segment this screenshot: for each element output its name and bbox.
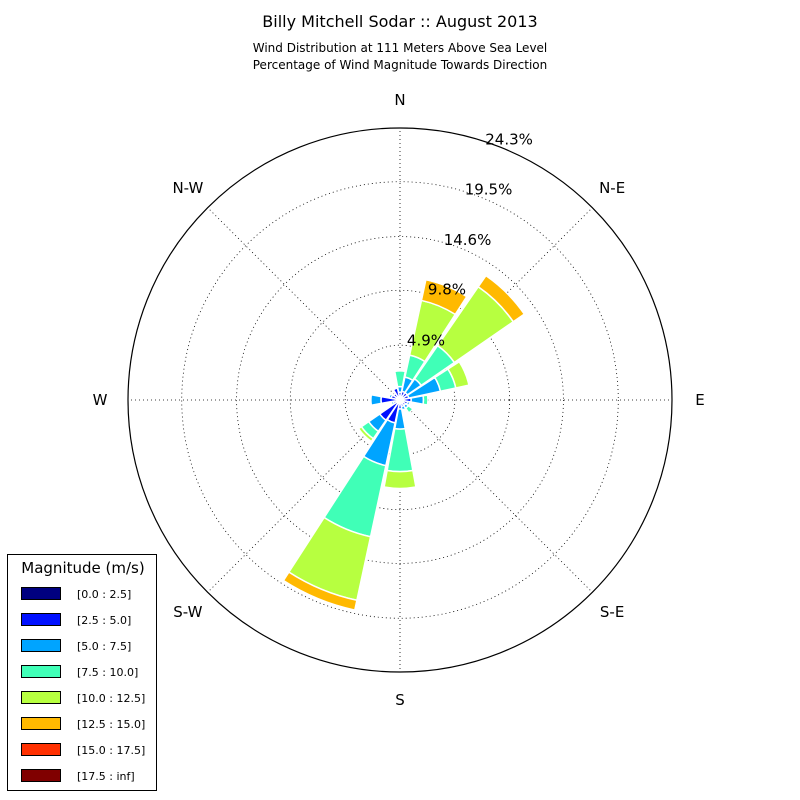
legend-swatch: [21, 743, 61, 756]
legend-swatch: [21, 639, 61, 652]
radial-grid-circle: [236, 236, 564, 564]
legend-swatch: [21, 769, 61, 782]
angular-grid-line: [207, 399, 401, 593]
wind-bar-segment: [393, 370, 407, 388]
legend-label: [7.5 : 10.0]: [77, 666, 139, 679]
chart-subtitle-line-1: Wind Distribution at 111 Meters Above Se…: [252, 41, 548, 55]
legend-title: Magnitude (m/s): [21, 559, 145, 577]
polar-frame: [127, 127, 673, 673]
radial-grid-circle: [289, 289, 511, 511]
wind-bar-segment: [477, 274, 526, 323]
polar-labels: 4.9% 9.8% 14.6% 19.5% 24.3% N N-E E S-E S S-W W N-W: [93, 91, 705, 709]
direction-label: S-E: [600, 603, 624, 621]
direction-label: N-E: [599, 179, 625, 197]
wind-bar-segment: [357, 425, 375, 443]
direction-label: N-W: [172, 179, 203, 197]
radial-grid-circle: [181, 181, 619, 619]
wind-bar-segment: [388, 392, 394, 400]
legend-label: [5.0 : 7.5]: [77, 640, 132, 653]
direction-label: S-W: [173, 603, 202, 621]
legend-label: [0.0 : 2.5]: [77, 588, 132, 601]
legend-label: [12.5 : 15.0]: [77, 718, 146, 731]
legend-swatch: [21, 613, 61, 626]
radial-grid-circle: [344, 344, 456, 456]
wind-bar-segment: [446, 360, 470, 389]
direction-label: S: [395, 691, 405, 709]
direction-label: W: [93, 391, 108, 409]
direction-label: E: [695, 391, 704, 409]
wind-bar-segment: [425, 277, 469, 298]
wind-bar-segment: [422, 394, 429, 406]
wind-bar-segment: [404, 404, 414, 414]
wind-bars: [282, 274, 526, 611]
radial-tick-label: 4.9%: [407, 331, 445, 349]
legend-label: [10.0 : 12.5]: [77, 692, 146, 705]
legend-swatch: [21, 587, 61, 600]
wind-bar-segment: [282, 571, 358, 611]
chart-subtitle-line-2: Percentage of Wind Magnitude Towards Dir…: [252, 58, 548, 72]
direction-label: N: [394, 91, 405, 109]
legend: Magnitude (m/s) [0.0 : 2.5] [2.5 : 5.0] [5…: [7, 554, 157, 791]
legend-swatch: [21, 691, 61, 704]
radial-tick-label: 24.3%: [485, 131, 533, 149]
radial-tick-label: 9.8%: [428, 281, 466, 299]
wind-bar-segment: [370, 393, 383, 407]
wind-bar-segment: [391, 385, 399, 391]
radial-tick-label: 14.6%: [444, 231, 492, 249]
legend-swatch: [21, 717, 61, 730]
wind-bar-segment: [383, 469, 417, 490]
legend-swatch: [21, 665, 61, 678]
radial-tick-label: 19.5%: [465, 180, 513, 198]
wind-bar-segment: [410, 394, 425, 406]
angular-grid-line: [399, 399, 593, 593]
angular-grid-line: [207, 207, 401, 401]
chart-title: Billy Mitchell Sodar :: August 2013: [262, 12, 538, 31]
legend-label: [2.5 : 5.0]: [77, 614, 132, 627]
legend-label: [15.0 : 17.5]: [77, 744, 146, 757]
legend-label: [17.5 : inf]: [77, 770, 135, 783]
